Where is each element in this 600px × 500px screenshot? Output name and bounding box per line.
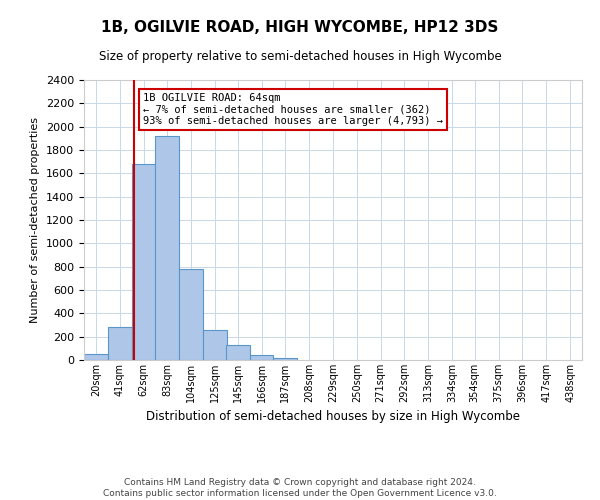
Text: 1B, OGILVIE ROAD, HIGH WYCOMBE, HP12 3DS: 1B, OGILVIE ROAD, HIGH WYCOMBE, HP12 3DS: [101, 20, 499, 35]
Bar: [84, 354, 108, 360]
Bar: [155, 136, 179, 360]
Bar: [108, 328, 131, 360]
X-axis label: Distribution of semi-detached houses by size in High Wycombe: Distribution of semi-detached houses by …: [146, 410, 520, 424]
Bar: [226, 345, 250, 360]
Bar: [203, 330, 227, 360]
Y-axis label: Number of semi-detached properties: Number of semi-detached properties: [31, 117, 40, 323]
Bar: [250, 356, 274, 360]
Text: 1B OGILVIE ROAD: 64sqm
← 7% of semi-detached houses are smaller (362)
93% of sem: 1B OGILVIE ROAD: 64sqm ← 7% of semi-deta…: [143, 93, 443, 126]
Text: Contains HM Land Registry data © Crown copyright and database right 2024.
Contai: Contains HM Land Registry data © Crown c…: [103, 478, 497, 498]
Bar: [131, 164, 155, 360]
Bar: [274, 358, 297, 360]
Text: Size of property relative to semi-detached houses in High Wycombe: Size of property relative to semi-detach…: [98, 50, 502, 63]
Bar: [179, 269, 203, 360]
